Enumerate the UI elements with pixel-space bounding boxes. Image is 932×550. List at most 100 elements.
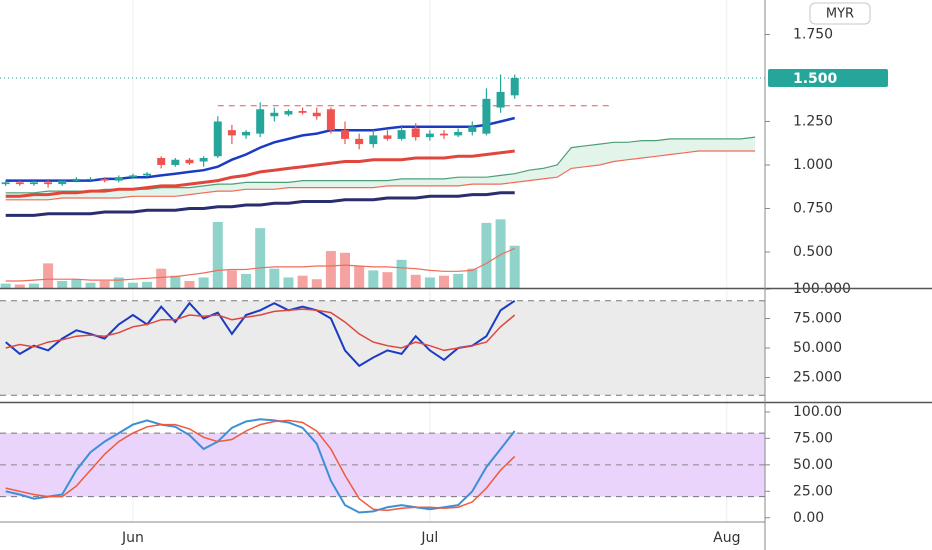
indicator-line	[5, 308, 516, 352]
volume-bar	[467, 268, 478, 288]
candle-body	[256, 109, 265, 134]
cloud-lower	[5, 150, 756, 201]
last-price-box	[768, 68, 888, 87]
y-tick-label: 25.00	[793, 483, 833, 499]
volume-bar	[113, 277, 124, 288]
candle-body	[482, 98, 491, 134]
y-tick-label: 50.000	[793, 340, 842, 356]
volume-bar	[340, 252, 351, 288]
volume-bar	[453, 273, 464, 288]
volume-bar	[269, 268, 280, 288]
candle-body	[270, 112, 279, 117]
x-tick-label: Jul	[420, 530, 438, 546]
volume-ma	[5, 247, 515, 282]
candle-body	[86, 178, 95, 180]
band	[0, 300, 765, 396]
volume-bar	[255, 228, 266, 288]
volume-bar	[156, 268, 167, 288]
currency-label: MYR	[826, 7, 854, 22]
volume-bar	[495, 219, 506, 288]
volume-bar	[28, 283, 39, 288]
candle-body	[213, 121, 222, 157]
volume-bar	[127, 282, 138, 288]
y-tick-label: 75.00	[793, 430, 833, 446]
candle-body	[227, 130, 236, 136]
volume-bar	[198, 277, 209, 288]
candle-body	[440, 133, 449, 136]
volume-bar	[57, 280, 68, 288]
candle-body	[29, 182, 38, 185]
candle-body	[143, 173, 152, 176]
volume-bar	[99, 280, 110, 288]
y-tick-label: 50.00	[793, 457, 833, 473]
volume-bar	[0, 283, 11, 288]
candle-body	[383, 135, 392, 139]
candle-body	[397, 130, 406, 139]
candle-body	[454, 131, 463, 136]
candle-body	[15, 182, 24, 185]
candle-body	[355, 138, 364, 145]
candle-body	[185, 159, 194, 164]
candle-body	[411, 128, 420, 138]
candle-body	[425, 133, 434, 138]
volume-bar	[85, 282, 96, 288]
volume-bar	[283, 277, 294, 288]
y-tick-label: 25.000	[793, 370, 842, 386]
candle-body	[341, 130, 350, 139]
candle-body	[72, 178, 81, 181]
candle-body	[157, 158, 166, 165]
volume-bar	[439, 275, 450, 288]
volume-bar	[481, 222, 492, 288]
candle-body	[496, 91, 505, 108]
currency-box	[809, 2, 871, 25]
volume-bar	[410, 274, 421, 288]
moving-average	[5, 191, 515, 217]
y-tick-label: 1.750	[793, 26, 833, 42]
candle-body	[171, 159, 180, 165]
y-tick-label: 0.00	[793, 510, 824, 526]
candle-body	[326, 109, 335, 131]
volume-bar	[509, 245, 520, 288]
candle-body	[312, 112, 321, 117]
candle-body	[44, 182, 53, 185]
y-tick-label: 0.750	[793, 200, 833, 216]
y-tick-label: 75.000	[793, 311, 842, 327]
indicator-line	[5, 299, 516, 368]
candle-body	[114, 177, 123, 181]
candle-body	[58, 180, 67, 185]
volume-bar	[382, 272, 393, 288]
volume-bar	[142, 281, 153, 288]
volume-bar	[311, 279, 322, 288]
y-tick-label: 1.250	[793, 113, 833, 129]
candle-body	[128, 175, 137, 178]
volume-bar	[354, 266, 365, 288]
volume-bar	[14, 284, 25, 288]
candle-body	[369, 135, 378, 145]
indicator-line	[5, 419, 516, 512]
candle-body	[242, 131, 251, 136]
band	[0, 433, 765, 497]
y-tick-label: 1.000	[793, 157, 833, 173]
volume-bar	[43, 263, 54, 288]
last-price-label: 1.500	[793, 71, 838, 87]
volume-bar	[297, 275, 308, 288]
candle-body	[298, 111, 307, 113]
volume-bar	[184, 280, 195, 288]
candle-body	[199, 158, 208, 162]
candle-body	[1, 182, 10, 185]
x-tick-label: Jun	[121, 530, 144, 546]
candle-body	[468, 126, 477, 132]
volume-bar	[170, 275, 181, 288]
moving-average	[5, 149, 515, 198]
x-tick-label: Aug	[713, 530, 740, 546]
candle-body	[284, 111, 293, 115]
volume-bar	[368, 270, 379, 288]
candle-body	[510, 77, 519, 96]
candle-body	[100, 178, 109, 181]
volume-bar	[226, 270, 237, 288]
volume-bar	[71, 279, 82, 288]
volume-bar	[241, 273, 252, 288]
volume-bar	[396, 259, 407, 288]
volume-bar	[325, 251, 336, 288]
